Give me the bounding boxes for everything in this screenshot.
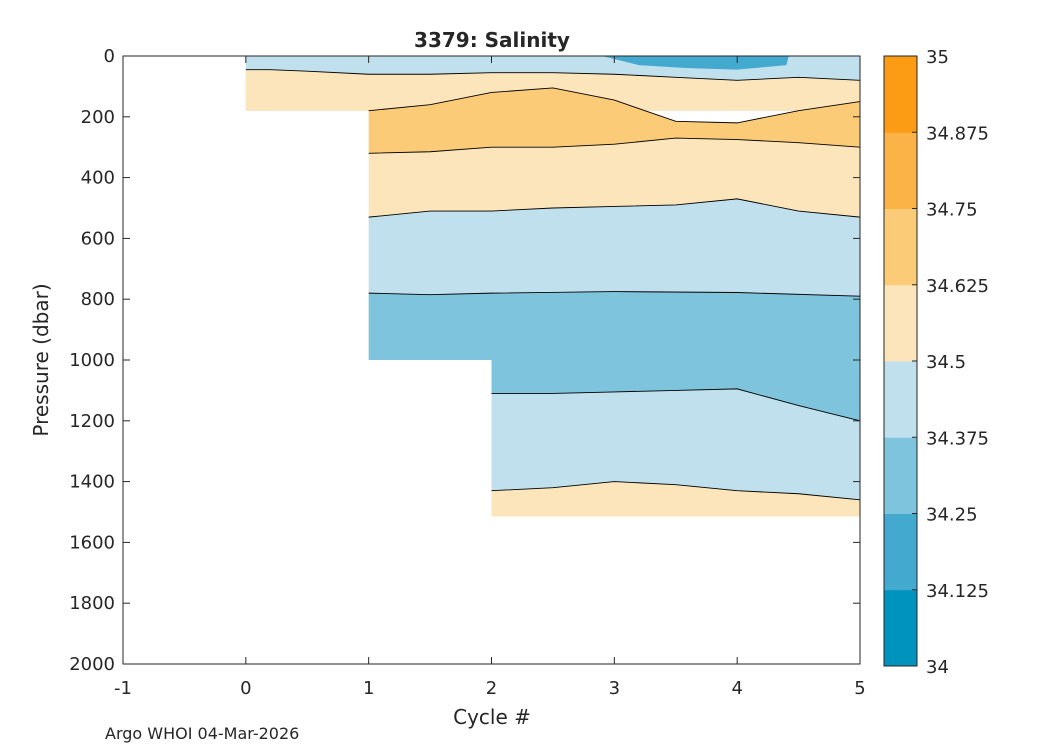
axes: -1 0 1 2 3 4 5 0 200 400 600 800 1000 1200 1400 1600 180… bbox=[69, 46, 866, 699]
contour-line-5 bbox=[368, 198, 861, 218]
x-tick-label: 5 bbox=[854, 678, 865, 699]
colorbar-tick-label: 34.125 bbox=[926, 581, 989, 602]
contour-layer-5 bbox=[368, 198, 860, 297]
contour-line-9 bbox=[491, 481, 861, 501]
colorbar-tick-label: 34.5 bbox=[926, 352, 966, 373]
y-tick-label: 1000 bbox=[69, 350, 115, 371]
contour-line-2 bbox=[245, 69, 861, 81]
y-tick-label: 600 bbox=[81, 228, 115, 249]
contour-layer-8 bbox=[491, 388, 860, 500]
x-tick-label: 4 bbox=[731, 678, 742, 699]
y-axis-label: Pressure (dbar) bbox=[29, 283, 53, 436]
y-tick-label: 1600 bbox=[69, 532, 115, 553]
contour-line-3 bbox=[368, 87, 861, 124]
contour-layers bbox=[245, 56, 861, 517]
contour-layer-9 bbox=[491, 481, 860, 517]
x-tick-label: 2 bbox=[486, 678, 497, 699]
colorbar-tick-label: 34.625 bbox=[926, 276, 989, 297]
chart-title: 3379: Salinity bbox=[414, 28, 570, 52]
y-tick-label: 800 bbox=[81, 289, 115, 310]
colorbar-tick-label: 35 bbox=[926, 47, 949, 68]
contour-layer-1 bbox=[602, 56, 789, 70]
colorbar-segment bbox=[884, 589, 917, 667]
colorbar-segment bbox=[884, 132, 917, 209]
y-tick-label: 1200 bbox=[69, 411, 115, 432]
colorbar-tick-label: 34 bbox=[926, 657, 949, 678]
contour-layer-4 bbox=[368, 138, 860, 218]
colorbar-tick-label: 34.375 bbox=[926, 428, 989, 449]
colorbar-segment bbox=[884, 284, 917, 362]
contour-line-4 bbox=[368, 137, 861, 154]
colorbar: 34 34.125 34.25 34.375 34.5 34.625 34.75 34.875… bbox=[883, 47, 989, 678]
contour-layer-3 bbox=[368, 87, 860, 154]
y-tick-label: 200 bbox=[81, 107, 115, 128]
x-tick-label: 1 bbox=[363, 678, 374, 699]
colorbar-segment bbox=[884, 361, 917, 438]
colorbar-segment bbox=[884, 56, 917, 133]
colorbar-tick-label: 34.875 bbox=[926, 123, 989, 144]
x-tick-label: -1 bbox=[114, 678, 132, 699]
y-tick-label: 1400 bbox=[69, 472, 115, 493]
y-tick-label: 400 bbox=[81, 168, 115, 189]
contour-line-6 bbox=[368, 291, 861, 297]
colorbar-segment bbox=[884, 437, 917, 514]
x-axis-label: Cycle # bbox=[453, 705, 531, 729]
y-tick-label: 1800 bbox=[69, 593, 115, 614]
colorbar-tick-label: 34.25 bbox=[926, 505, 978, 526]
colorbar-segment bbox=[884, 208, 917, 286]
x-tick-label: 0 bbox=[240, 678, 251, 699]
contour-line-8 bbox=[491, 388, 861, 422]
colorbar-segment bbox=[884, 513, 917, 591]
y-tick-label: 2000 bbox=[69, 654, 115, 675]
contour-layer-6 bbox=[368, 291, 860, 360]
y-tick-label: 0 bbox=[104, 46, 115, 67]
colorbar-tick-label: 34.75 bbox=[926, 200, 978, 221]
x-tick-label: 3 bbox=[609, 678, 620, 699]
footer-credit: Argo WHOI 04-Mar-2026 bbox=[105, 724, 300, 743]
